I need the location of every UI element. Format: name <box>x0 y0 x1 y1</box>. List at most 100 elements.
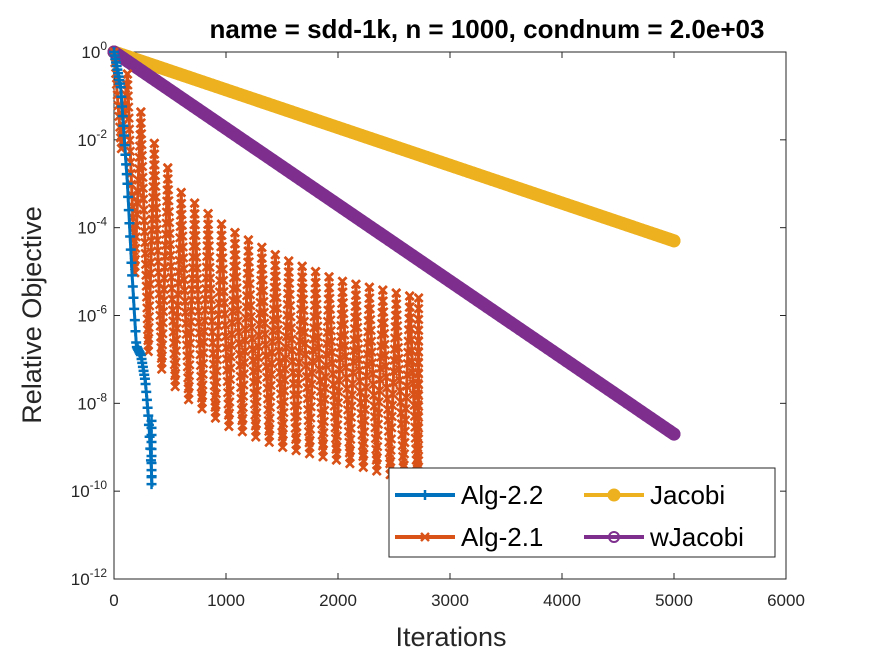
data-point <box>401 392 412 403</box>
data-point <box>319 405 330 416</box>
data-point <box>115 82 126 93</box>
data-point <box>198 369 209 380</box>
series-alg-2-2 <box>109 47 157 490</box>
data-point <box>413 358 424 368</box>
data-point <box>123 102 134 112</box>
data-point <box>258 285 269 296</box>
data-point <box>252 396 262 407</box>
data-point <box>405 312 416 323</box>
data-point <box>274 367 285 378</box>
data-point <box>285 289 295 300</box>
data-point <box>374 397 384 407</box>
data-point <box>157 328 168 339</box>
data-point <box>270 260 281 271</box>
data-point <box>231 260 242 271</box>
data-point <box>238 402 249 413</box>
data-point <box>192 263 202 273</box>
data-point <box>306 401 317 412</box>
data-point <box>326 325 337 336</box>
data-point <box>294 346 305 357</box>
data-point <box>366 336 377 347</box>
data-point <box>184 370 195 381</box>
data-point <box>347 379 358 389</box>
data-point <box>360 393 371 404</box>
data-point <box>188 230 199 241</box>
data-point <box>140 259 151 270</box>
data-point <box>245 289 256 300</box>
data-point <box>404 291 415 301</box>
data-point <box>273 324 284 335</box>
data-point <box>217 230 227 241</box>
data-point <box>178 242 189 252</box>
data-point <box>413 303 424 314</box>
data-point <box>361 360 372 370</box>
x-tick-label: 5000 <box>655 591 693 610</box>
data-point <box>185 327 196 338</box>
data-point <box>326 336 337 347</box>
data-point <box>339 319 350 330</box>
data-point <box>204 241 215 251</box>
data-point <box>346 423 356 434</box>
x-axis-label: Iterations <box>395 622 506 652</box>
data-point <box>391 288 402 298</box>
data-point <box>136 118 147 128</box>
y-tick-label: 10-4 <box>77 215 107 238</box>
data-point <box>413 336 424 347</box>
data-point <box>171 345 182 356</box>
data-point <box>667 234 681 248</box>
series-wjacobi <box>107 45 681 441</box>
data-point <box>163 184 174 195</box>
data-point <box>345 434 356 445</box>
data-point <box>205 273 216 284</box>
data-point <box>226 329 237 340</box>
data-point <box>365 314 376 325</box>
legend-item-alg-2-2: Alg-2.2 <box>395 480 543 510</box>
data-point <box>244 256 255 267</box>
legend-label: Jacobi <box>650 480 725 510</box>
data-point <box>266 380 276 391</box>
data-point <box>293 389 303 400</box>
data-point <box>116 91 127 102</box>
data-point <box>266 369 277 380</box>
data-point <box>387 411 398 422</box>
data-point <box>225 363 236 373</box>
data-point <box>138 183 149 194</box>
data-point <box>256 242 267 253</box>
data-point <box>413 314 424 325</box>
data-point <box>206 294 217 305</box>
data-point <box>379 328 390 339</box>
data-point <box>163 195 174 206</box>
data-point <box>163 173 174 184</box>
y-tick-exponent: -6 <box>96 303 107 317</box>
data-point <box>353 333 363 343</box>
data-point <box>240 335 251 346</box>
data-point <box>177 220 188 231</box>
data-point <box>332 419 343 430</box>
data-point <box>272 303 283 314</box>
data-point <box>150 181 161 192</box>
data-point <box>145 290 155 300</box>
data-point <box>413 347 424 358</box>
data-point <box>150 170 161 181</box>
data-point <box>259 318 270 329</box>
data-point <box>149 149 160 159</box>
legend-marker <box>607 488 621 502</box>
data-point <box>144 311 155 322</box>
data-point <box>230 249 241 260</box>
data-point <box>247 344 258 355</box>
data-point <box>348 368 358 378</box>
data-point <box>387 400 398 411</box>
data-point <box>313 343 324 353</box>
x-tick-label: 2000 <box>319 591 357 610</box>
y-tick-exponent: 0 <box>100 39 107 53</box>
data-point <box>117 101 128 112</box>
data-point <box>204 251 215 262</box>
data-point <box>164 206 175 217</box>
data-point <box>190 219 201 230</box>
data-point <box>173 278 184 288</box>
data-point <box>265 413 275 424</box>
data-point <box>413 444 424 455</box>
data-point <box>284 267 295 278</box>
legend-label: Alg-2.2 <box>461 480 543 510</box>
